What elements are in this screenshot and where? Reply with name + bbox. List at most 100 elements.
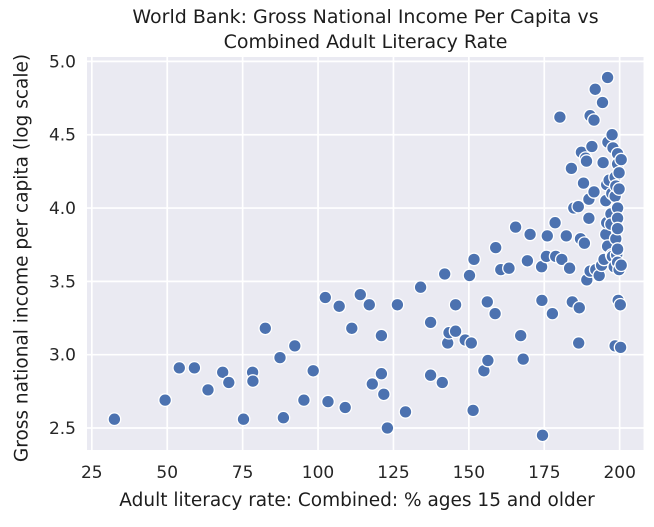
data-point	[448, 297, 463, 312]
data-point	[571, 336, 586, 350]
data-point	[236, 412, 251, 427]
data-point	[554, 252, 569, 267]
data-point	[172, 360, 187, 375]
data-point	[187, 360, 202, 375]
data-point	[353, 287, 368, 302]
data-point	[502, 261, 516, 276]
data-point	[562, 261, 577, 276]
x-tick-label: 125	[377, 463, 409, 483]
data-point	[435, 375, 450, 390]
data-point	[365, 377, 380, 391]
data-point	[374, 366, 389, 381]
data-point	[516, 352, 531, 367]
data-point	[480, 294, 495, 309]
data-point	[534, 293, 549, 308]
y-tick-label: 4.5	[49, 126, 76, 146]
y-tick-label: 3.5	[49, 272, 76, 292]
data-point	[612, 165, 627, 180]
data-point	[276, 410, 291, 425]
data-point	[559, 228, 574, 243]
data-point	[321, 394, 335, 409]
data-point	[600, 70, 615, 85]
data-point	[513, 328, 528, 343]
data-point	[306, 363, 321, 378]
data-point	[215, 365, 230, 380]
y-tick-label: 5.0	[49, 52, 76, 72]
chart-title-line2: Combined Adult Literacy Rate	[223, 30, 508, 53]
scatter-points	[107, 70, 629, 443]
data-point	[577, 236, 592, 251]
data-point	[107, 412, 122, 427]
data-point	[523, 227, 538, 242]
data-point	[587, 113, 601, 128]
data-point	[466, 403, 481, 418]
tick-labels: 25 50 75 100 125 150 175 200 2.5 3.0 3.5 4.0 4.5 5.0	[49, 52, 636, 483]
data-point	[584, 139, 599, 154]
y-tick-label: 4.0	[49, 199, 76, 219]
data-point	[398, 404, 413, 419]
data-point	[258, 321, 273, 336]
data-point	[612, 182, 627, 196]
data-point	[613, 340, 628, 355]
data-point	[332, 299, 347, 314]
gridlines	[87, 57, 644, 450]
data-point	[273, 350, 287, 365]
data-point	[508, 220, 523, 235]
data-point	[380, 421, 395, 435]
data-point	[413, 280, 428, 295]
data-point	[464, 336, 479, 350]
data-point	[488, 240, 503, 255]
data-point	[613, 297, 628, 312]
data-point	[423, 368, 438, 383]
data-point	[564, 161, 579, 176]
data-point	[610, 242, 625, 257]
y-axis-label: Gross national income per capita (log sc…	[11, 53, 33, 463]
chart-title-line1: World Bank: Gross National Income Per Ca…	[132, 6, 599, 28]
data-point	[548, 215, 563, 230]
data-point	[595, 95, 610, 110]
x-tick-label: 175	[528, 463, 560, 483]
data-point	[581, 211, 596, 226]
data-point	[467, 252, 481, 267]
data-point	[376, 387, 391, 402]
data-point	[488, 306, 503, 321]
data-point	[588, 82, 603, 97]
chart-title: World Bank: Gross National Income Per Ca…	[87, 5, 644, 54]
y-tick-label: 2.5	[49, 419, 76, 439]
data-point	[579, 154, 594, 169]
data-point	[287, 338, 302, 353]
data-point	[390, 297, 405, 312]
data-point	[318, 290, 333, 305]
data-point	[296, 393, 311, 408]
data-point	[605, 127, 620, 142]
data-point	[596, 155, 611, 170]
x-tick-label: 100	[302, 463, 334, 483]
data-point	[614, 258, 629, 273]
y-tick-label: 3.0	[49, 346, 76, 366]
x-tick-label: 25	[81, 463, 103, 483]
data-point	[362, 297, 377, 312]
data-point	[245, 374, 260, 389]
data-point	[552, 110, 567, 125]
data-point	[437, 267, 452, 281]
data-point	[587, 184, 601, 199]
data-point	[572, 300, 587, 315]
data-point	[201, 382, 215, 397]
data-point	[448, 324, 463, 339]
data-point	[540, 228, 555, 243]
data-point	[462, 268, 477, 283]
x-tick-label: 200	[603, 463, 635, 483]
x-tick-label: 150	[453, 463, 485, 483]
data-point	[158, 393, 173, 408]
data-point	[571, 199, 586, 214]
data-point	[338, 400, 353, 415]
x-tick-label: 75	[232, 463, 254, 483]
data-point	[221, 375, 236, 390]
data-point	[423, 315, 438, 330]
data-point	[610, 221, 625, 236]
data-point	[576, 176, 591, 191]
data-point	[545, 306, 560, 321]
x-axis-label: Adult literacy rate: Combined: % ages 15…	[119, 490, 595, 511]
